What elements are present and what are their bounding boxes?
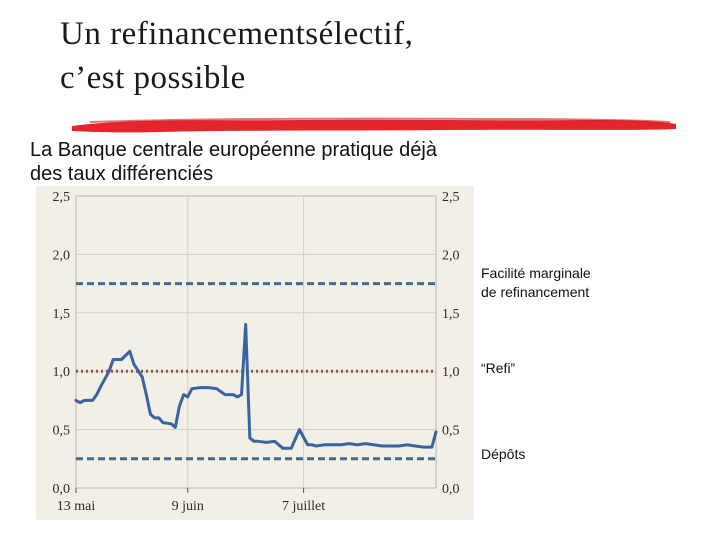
subtitle-line-2: des taux différenciés — [30, 163, 214, 185]
y-tick-label-left: 0,0 — [53, 482, 71, 497]
y-tick-label-right: 1,0 — [442, 365, 460, 380]
legend-refi-label: “Refi” — [481, 360, 516, 376]
x-tick-label: 13 mai — [57, 499, 96, 514]
y-tick-label-left: 0,5 — [53, 424, 71, 439]
chart-panel: 0,0 0,0 0,5 0,5 1,0 1,0 1,5 1,5 2,0 2,0 2,5 2,5 13 m… — [36, 186, 474, 520]
y-tick-label-right: 2,0 — [442, 248, 460, 263]
legend-deposits: Dépôts — [481, 445, 525, 464]
y-tick-label-left: 1,0 — [53, 365, 71, 380]
plot-frame — [75, 195, 437, 489]
x-tick-label: 9 juin — [172, 499, 204, 514]
y-tick-label-right: 0,0 — [442, 482, 460, 497]
legend-deposits-label: Dépôts — [481, 446, 526, 462]
y-tick-label-left: 2,0 — [53, 248, 71, 263]
y-tick-label-right: 2,5 — [442, 190, 460, 205]
series-line-overnight-rate — [74, 323, 438, 450]
x-tick-label: 7 juillet — [282, 499, 325, 514]
red-brush-underline — [72, 117, 676, 133]
slide-title: Un refinancementsélectif, c’est possible — [60, 12, 620, 100]
legend-refi: “Refi” — [481, 359, 515, 378]
title-line-2: c’est possible — [60, 60, 246, 96]
slide-subtitle: La Banque centrale européenne pratique d… — [30, 138, 590, 186]
rate-chart: 0,0 0,0 0,5 0,5 1,0 1,0 1,5 1,5 2,0 2,0 2,5 2,5 13 m… — [53, 190, 460, 514]
title-line-1: Un refinancementsélectif, — [60, 16, 414, 52]
y-tick-label-right: 1,5 — [442, 307, 460, 322]
subtitle-line-1: La Banque centrale européenne pratique d… — [30, 139, 437, 161]
y-tick-label-left: 2,5 — [53, 190, 71, 205]
legend-facility-line-2: de refinancement — [481, 284, 590, 300]
legend-facility-line-1: Facilité marginale — [481, 265, 591, 281]
legend-facility: Facilité marginale de refinancement — [481, 264, 591, 302]
y-tick-label-right: 0,5 — [442, 424, 460, 439]
y-tick-label-left: 1,5 — [53, 307, 71, 322]
